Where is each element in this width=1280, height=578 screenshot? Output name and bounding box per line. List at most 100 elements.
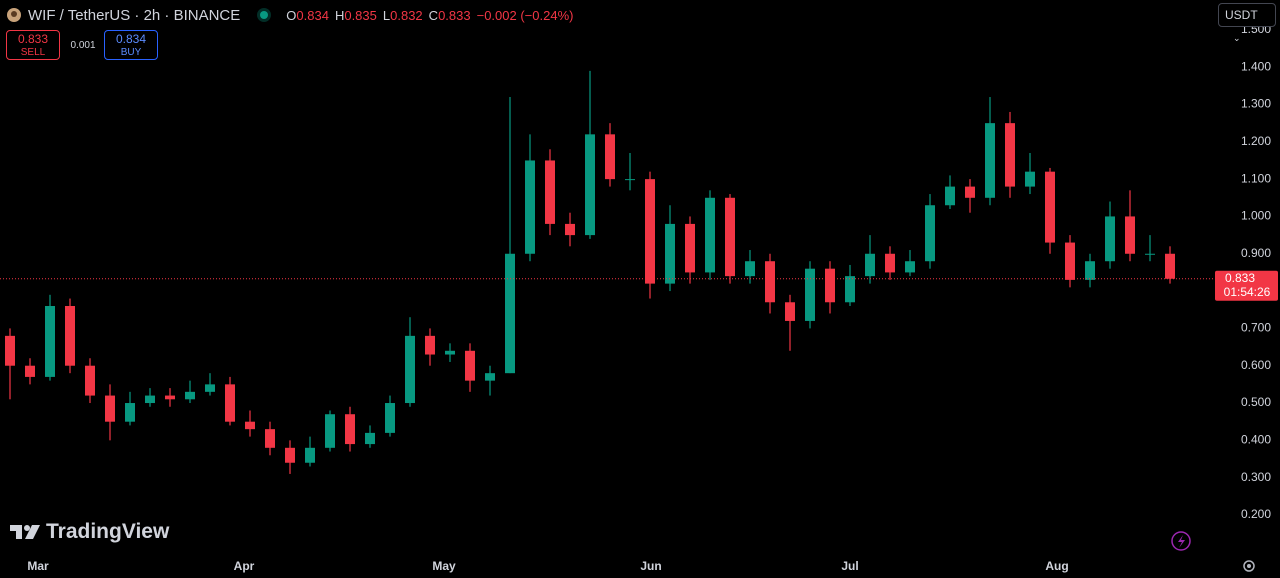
candle-body: [445, 350, 455, 355]
candle-body: [925, 205, 935, 262]
candle-body: [525, 160, 535, 254]
y-tick-label: 1.300: [1241, 97, 1271, 111]
high-label: H: [334, 7, 345, 23]
candle-body: [485, 373, 495, 381]
candle-body: [1045, 171, 1055, 243]
alert-bolt: [1178, 535, 1185, 548]
candle-body: [265, 429, 275, 448]
settings-icon[interactable]: [1243, 560, 1255, 572]
sell-price: 0.833: [17, 32, 49, 46]
close-label: C: [428, 7, 439, 23]
candle-body: [1105, 216, 1115, 262]
y-tick-label: 0.300: [1241, 470, 1271, 484]
candle-body: [1125, 216, 1135, 254]
countdown: 01:54:26: [1224, 285, 1271, 299]
legend: WIF / TetherUS · 2h · BINANCE O 0.834 H 0.…: [6, 5, 579, 25]
plot: 0.200 0.300 0.400 0.500 0.600 0.700 0.900 1.000…: [0, 22, 1278, 573]
candle-body: [425, 335, 435, 355]
candle-body: [365, 432, 375, 445]
candle-body: [585, 134, 595, 236]
candle-body: [965, 186, 975, 198]
candle-body: [505, 253, 515, 374]
y-tick-label: 0.900: [1241, 246, 1271, 260]
brand: TradingView: [46, 520, 170, 543]
x-tick-label: Aug: [1045, 559, 1068, 573]
y-tick-label: 0.200: [1241, 507, 1271, 521]
candle-body: [45, 306, 55, 377]
candle-body: [685, 223, 695, 273]
spread: 0.001: [70, 40, 96, 51]
candle-body: [225, 384, 235, 422]
low-value: 0.832: [390, 7, 423, 23]
candle-body: [625, 179, 635, 181]
candle-body: [545, 160, 555, 224]
candle-body: [105, 395, 115, 422]
candle-body: [1025, 171, 1035, 187]
candle-body: [165, 395, 175, 400]
candle-body: [145, 395, 155, 404]
candle-body: [85, 365, 95, 396]
candle-body: [845, 276, 855, 303]
candle-body: [245, 421, 255, 430]
currency-select[interactable]: USDT ⌄: [1218, 3, 1276, 43]
currency: USDT: [1225, 8, 1258, 22]
candle-body: [765, 261, 775, 303]
candle-body: [605, 134, 615, 180]
candle-body: [785, 302, 795, 321]
last-price-bg: [1215, 270, 1278, 301]
y-tick-label: 1.100: [1241, 171, 1271, 185]
candle-body: [1005, 123, 1015, 187]
buy-button[interactable]: 0.834 BUY: [104, 30, 158, 60]
y-tick-label: 1.000: [1241, 209, 1271, 223]
candle-body: [705, 197, 715, 273]
candle-body: [1065, 242, 1075, 280]
candle-body: [325, 414, 335, 448]
candle-body: [745, 261, 755, 277]
buy-label: BUY: [120, 47, 142, 58]
candle-body: [565, 223, 575, 236]
candle-body: [305, 447, 315, 463]
candle-body: [345, 414, 355, 445]
x-tick-label: Jul: [841, 559, 858, 573]
open-label: O: [286, 7, 297, 23]
candle-body: [725, 197, 735, 277]
candle-body: [645, 179, 655, 284]
y-tick-label: 0.500: [1241, 395, 1271, 409]
x-tick-label: May: [432, 559, 456, 573]
logo: TradingView: [10, 520, 169, 544]
open-value: 0.834: [296, 7, 329, 23]
symbol[interactable]: WIF / TetherUS · 2h · BINANCE: [28, 6, 241, 24]
candle-body: [865, 253, 875, 277]
alert-icon[interactable]: [1171, 531, 1191, 551]
market-status: [260, 11, 269, 19]
candle-body: [1165, 253, 1175, 279]
candle-body: [65, 306, 75, 366]
candle-body: [665, 223, 675, 284]
y-tick-label: 1.400: [1241, 59, 1271, 73]
x-tick-label: Mar: [27, 559, 49, 573]
change: −0.002 (−0.24%): [476, 7, 574, 23]
low-label: L: [382, 7, 391, 23]
candle-body: [1145, 253, 1155, 255]
y-tick-label: 0.700: [1241, 321, 1271, 335]
sell-button[interactable]: 0.833 SELL: [6, 30, 60, 60]
logo-mark: [10, 525, 40, 539]
candle-body: [885, 253, 895, 273]
candle-body: [385, 403, 395, 433]
candle-body: [125, 403, 135, 422]
candle-body: [465, 350, 475, 381]
buy-price: 0.834: [115, 32, 147, 46]
candle-body: [405, 335, 415, 404]
sell-label: SELL: [20, 47, 46, 58]
candle-body: [25, 365, 35, 377]
candle-body: [825, 268, 835, 303]
symbol-icon: [7, 8, 21, 22]
candle-body: [985, 123, 995, 198]
close-value: 0.833: [438, 7, 471, 23]
x-tick-label: Jun: [640, 559, 661, 573]
candle-body: [185, 391, 195, 400]
candle-body: [905, 261, 915, 273]
